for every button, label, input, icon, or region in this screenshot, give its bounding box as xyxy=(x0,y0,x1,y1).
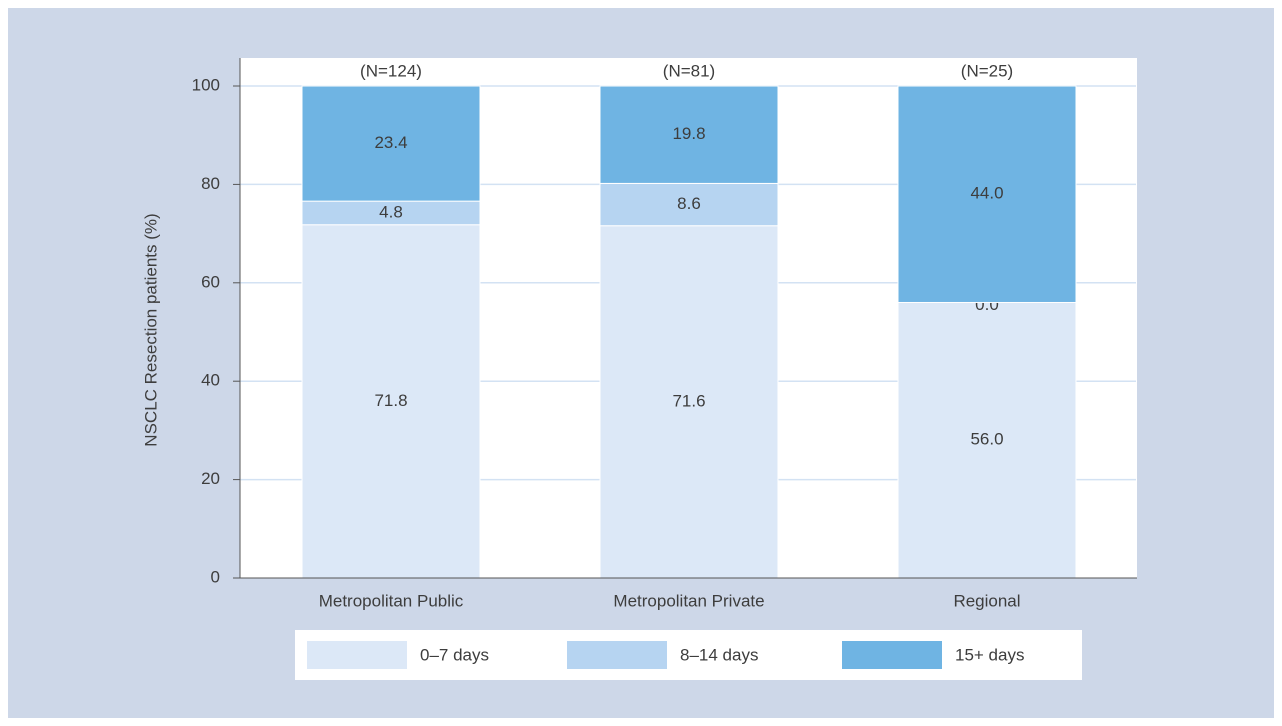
legend-label: 0–7 days xyxy=(420,645,489,664)
bar-segment xyxy=(897,301,1077,579)
y-tick-label: 80 xyxy=(201,174,220,193)
legend-box xyxy=(295,630,1082,680)
x-tick-label: Metropolitan Public xyxy=(319,591,464,610)
y-tick-label: 20 xyxy=(201,469,220,488)
y-tick-label: 60 xyxy=(201,272,220,291)
bar-segment xyxy=(301,85,481,202)
legend-swatch xyxy=(567,641,667,669)
x-tick-label: Regional xyxy=(953,591,1020,610)
y-tick-label: 100 xyxy=(192,75,220,94)
bar-segment xyxy=(599,182,779,227)
bar-segment xyxy=(599,225,779,579)
y-tick-label: 0 xyxy=(211,567,220,586)
bar-segment xyxy=(599,85,779,184)
category-note: (N=124) xyxy=(360,61,422,80)
value-label: 44.0 xyxy=(970,184,1003,203)
legend-label: 15+ days xyxy=(955,645,1024,664)
x-tick-label: Metropolitan Private xyxy=(613,591,764,610)
value-label: 4.8 xyxy=(379,202,403,221)
category-note: (N=25) xyxy=(961,61,1013,80)
category-note: (N=81) xyxy=(663,61,715,80)
legend-swatch xyxy=(307,641,407,669)
value-label: 71.6 xyxy=(672,391,705,410)
value-label: 71.8 xyxy=(374,391,407,410)
y-tick-label: 40 xyxy=(201,371,220,390)
bar-segment xyxy=(301,224,481,579)
bar-segment xyxy=(897,85,1077,303)
value-label: 23.4 xyxy=(374,133,407,152)
legend-label: 8–14 days xyxy=(680,645,758,664)
value-label: 8.6 xyxy=(677,194,701,213)
value-label: 19.8 xyxy=(672,124,705,143)
value-label: 56.0 xyxy=(970,430,1003,449)
y-axis-label: NSCLC Resection patients (%) xyxy=(141,213,160,446)
legend-swatch xyxy=(842,641,942,669)
